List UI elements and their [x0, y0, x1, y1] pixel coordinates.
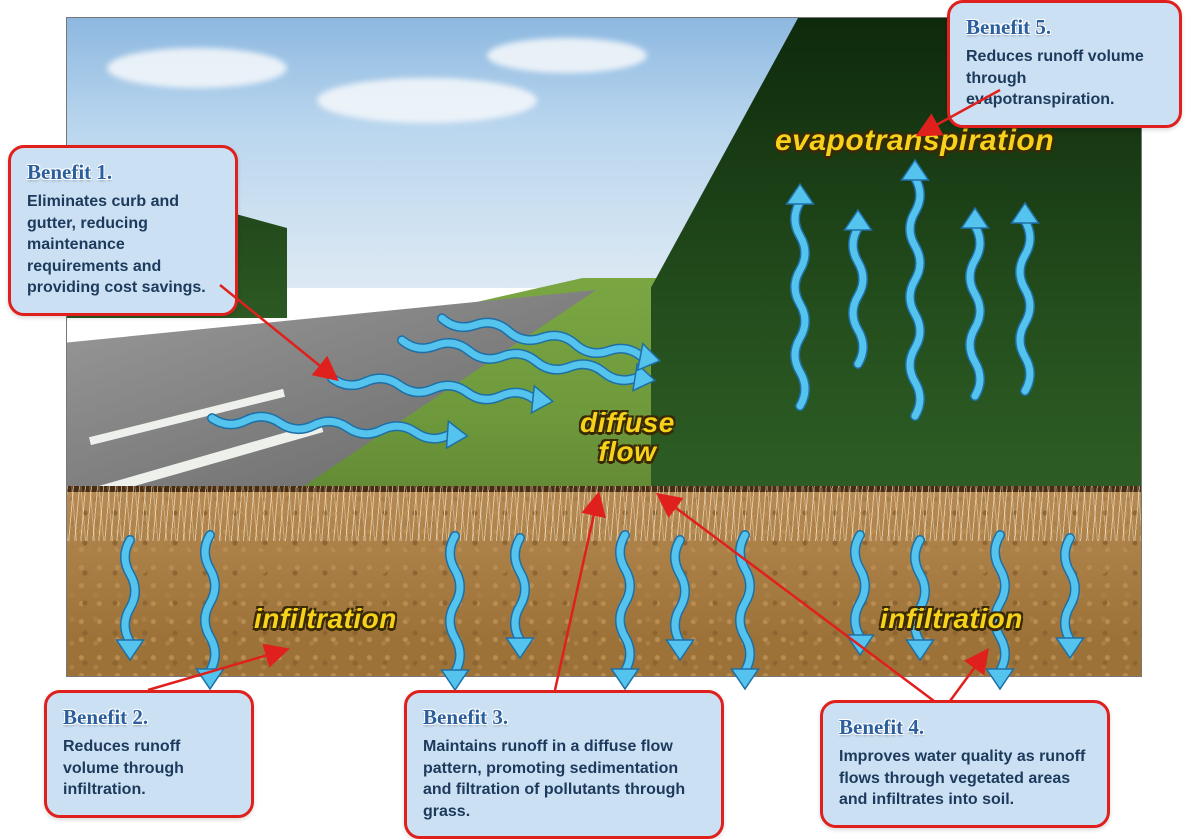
- cloud: [317, 78, 537, 123]
- callout-body: Reduces runoff volume through evapotrans…: [966, 46, 1163, 111]
- callout-title: Benefit 5.: [966, 15, 1163, 40]
- label-infiltration-right: infiltration: [880, 604, 1023, 633]
- soil-cross-section: [67, 486, 1141, 676]
- callout-benefit-1: Benefit 1. Eliminates curb and gutter, r…: [8, 145, 238, 316]
- callout-title: Benefit 1.: [27, 160, 219, 185]
- callout-title: Benefit 3.: [423, 705, 705, 730]
- callout-body: Eliminates curb and gutter, reducing mai…: [27, 191, 219, 299]
- cloud: [107, 48, 287, 88]
- callout-body: Maintains runoff in a diffuse flow patte…: [423, 736, 705, 822]
- callout-title: Benefit 2.: [63, 705, 235, 730]
- cloud: [487, 38, 647, 73]
- label-diffuse-flow: diffuseflow: [580, 408, 675, 467]
- callout-body: Reduces runoff volume through infiltrati…: [63, 736, 235, 801]
- callout-benefit-3: Benefit 3. Maintains runoff in a diffuse…: [404, 690, 724, 839]
- label-infiltration-left: infiltration: [254, 604, 397, 633]
- callout-body: Improves water quality as runoff flows t…: [839, 746, 1091, 811]
- label-evapotranspiration: evapotranspiration: [775, 125, 1054, 157]
- callout-title: Benefit 4.: [839, 715, 1091, 740]
- callout-benefit-5: Benefit 5. Reduces runoff volume through…: [947, 0, 1182, 128]
- callout-benefit-4: Benefit 4. Improves water quality as run…: [820, 700, 1110, 828]
- callout-benefit-2: Benefit 2. Reduces runoff volume through…: [44, 690, 254, 818]
